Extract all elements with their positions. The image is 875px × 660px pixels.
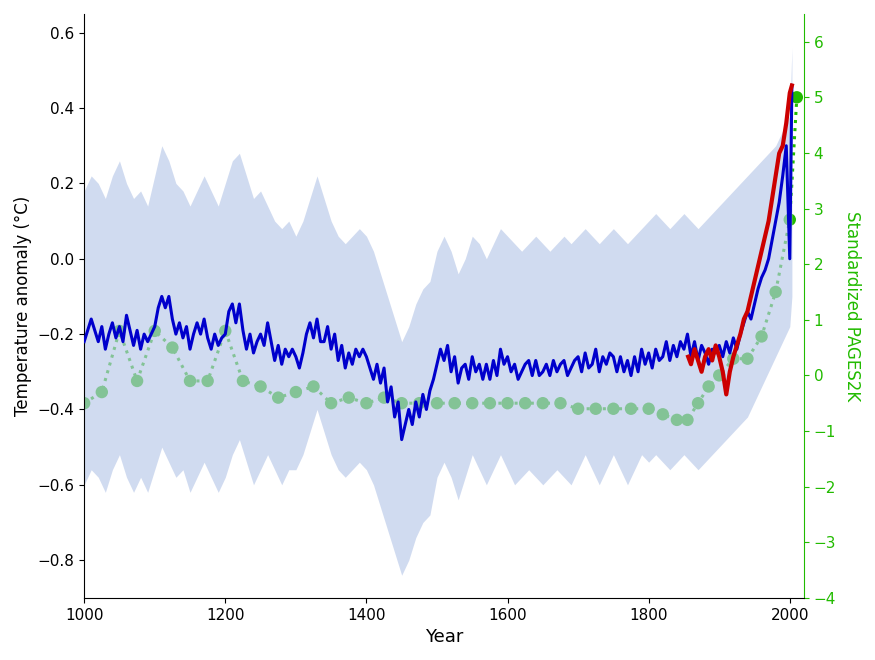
Point [200, 376, 214, 386]
Point [183, 376, 197, 386]
Point [395, 398, 409, 409]
Point [518, 398, 532, 409]
Point [726, 353, 740, 364]
X-axis label: Year: Year [425, 628, 463, 646]
Y-axis label: Temperature anomaly (°C): Temperature anomaly (°C) [14, 196, 31, 416]
Point [790, 92, 804, 102]
Point [271, 392, 285, 403]
Point [500, 398, 514, 409]
Point [702, 381, 716, 392]
Point [754, 331, 768, 342]
Point [289, 387, 303, 397]
Point [148, 325, 162, 336]
Point [483, 398, 497, 409]
Point [94, 387, 108, 397]
Point [430, 398, 444, 409]
Point [571, 403, 585, 414]
Point [783, 214, 797, 225]
Point [606, 403, 620, 414]
Point [589, 403, 603, 414]
Point [624, 403, 638, 414]
Point [554, 398, 568, 409]
Y-axis label: Standardized PAGES2K: Standardized PAGES2K [844, 211, 861, 401]
Point [536, 398, 550, 409]
Point [655, 409, 669, 420]
Point [130, 376, 144, 386]
Point [377, 392, 391, 403]
Point [412, 398, 426, 409]
Point [77, 398, 91, 409]
Point [466, 398, 480, 409]
Point [768, 286, 782, 297]
Point [641, 403, 655, 414]
Point [712, 370, 726, 381]
Point [670, 414, 684, 425]
Point [681, 414, 695, 425]
Point [113, 325, 127, 336]
Point [360, 398, 374, 409]
Point [342, 392, 356, 403]
Point [218, 325, 232, 336]
Point [165, 343, 179, 353]
Point [448, 398, 462, 409]
Point [236, 376, 250, 386]
Point [740, 353, 754, 364]
Point [691, 398, 705, 409]
Point [254, 381, 268, 392]
Point [306, 381, 320, 392]
Point [324, 398, 338, 409]
